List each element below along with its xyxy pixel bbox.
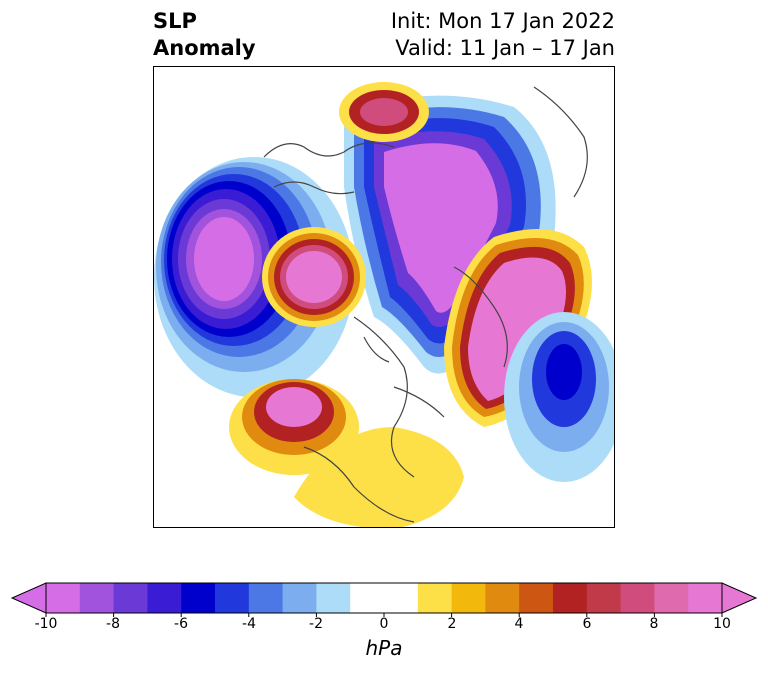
colorbar-unit: hPa <box>365 636 403 660</box>
colorbar-right-arrow <box>721 582 758 614</box>
tick-label: 4 <box>514 616 524 632</box>
tick-label: -4 <box>242 616 256 632</box>
colorbar <box>10 582 758 617</box>
title-line-1: SLP <box>153 9 197 33</box>
colorbar-segment <box>215 583 250 613</box>
colorbar-segment <box>282 583 317 613</box>
tick-label: -2 <box>309 616 323 632</box>
colorbar-segment <box>519 583 554 613</box>
colorbar-segment <box>248 583 284 613</box>
colorbar-segment <box>586 583 622 613</box>
tick-label: -6 <box>174 616 188 632</box>
colorbar-segment <box>384 583 419 613</box>
colorbar-segment <box>113 583 148 613</box>
tick-label: 0 <box>379 616 389 632</box>
colorbar-segment <box>620 583 655 613</box>
tick-label: 2 <box>447 616 457 632</box>
tick-label: -10 <box>34 616 58 632</box>
colorbar-segment <box>316 583 351 613</box>
colorbar-segment <box>417 583 453 613</box>
colorbar-segment <box>147 583 182 613</box>
tick-label: 10 <box>713 616 731 632</box>
colorbar-segment <box>654 583 689 613</box>
title-line-2: Anomaly <box>153 36 256 60</box>
map-canvas <box>154 67 614 527</box>
colorbar-segment <box>181 583 216 613</box>
tick-label: 8 <box>649 616 659 632</box>
init-date: Init: Mon 17 Jan 2022 <box>390 9 615 33</box>
tick-label: -8 <box>106 616 120 632</box>
colorbar-segment <box>485 583 520 613</box>
conus-high-anomaly <box>294 427 464 527</box>
date-info: Init: Mon 17 Jan 2022 Valid: 11 Jan – 17… <box>330 8 615 62</box>
colorbar-segment <box>46 583 81 613</box>
west-coast-high-anomaly <box>229 379 359 475</box>
atlantic-low-anomaly <box>504 312 614 482</box>
colorbar-segment <box>553 583 588 613</box>
coastlines <box>263 86 588 523</box>
map-title: SLP Anomaly <box>153 8 256 62</box>
colorbar-segment <box>688 583 723 613</box>
colorbar-segment <box>79 583 115 613</box>
europe-high-anomaly <box>444 229 592 427</box>
anomaly-map <box>153 66 615 528</box>
valid-range: Valid: 11 Jan – 17 Jan <box>395 36 615 60</box>
tick-label: 6 <box>582 616 592 632</box>
colorbar-left-arrow <box>10 582 47 614</box>
alaska-high-anomaly <box>262 227 366 327</box>
colorbar-segment <box>350 583 385 613</box>
pacific-low-anomaly <box>154 157 354 397</box>
colorbar-segment <box>451 583 486 613</box>
barents-high-anomaly <box>339 82 429 142</box>
